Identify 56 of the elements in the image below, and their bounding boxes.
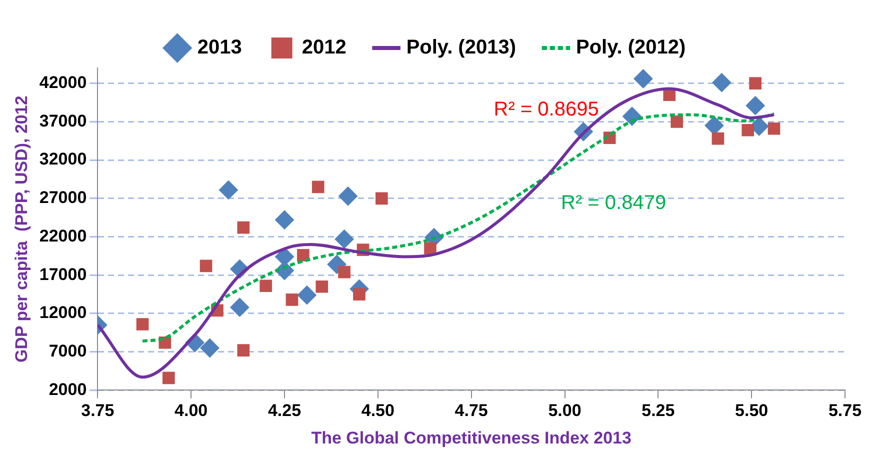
y-axis-title: GDP per capita (PPP, USD), 2012: [12, 96, 31, 362]
y-tick-label: 2000: [48, 380, 87, 399]
point: [237, 344, 250, 356]
x-tick-label: 5.00: [548, 401, 582, 420]
point: [218, 180, 238, 200]
y-tick-label: 7000: [48, 342, 87, 361]
x-tick-label: 5.50: [735, 401, 768, 420]
point: [136, 318, 149, 330]
point: [712, 73, 732, 92]
x-tick-label: 5.25: [642, 401, 675, 420]
point: [312, 180, 324, 194]
x-tick-label: 5.75: [828, 401, 862, 420]
point: [353, 288, 366, 300]
point: [338, 186, 358, 206]
x-tick-label: 4.50: [361, 401, 394, 420]
point: [768, 122, 780, 135]
point: [260, 280, 272, 292]
point: [376, 192, 388, 205]
x-axis-title: The Global Competitiveness Index 2013: [311, 428, 632, 448]
point: [200, 260, 212, 272]
point: [297, 286, 316, 305]
y-tick-label: 37000: [39, 111, 87, 130]
legend-label: 2012: [302, 36, 346, 59]
point: [316, 280, 328, 293]
point: [746, 96, 765, 116]
point: [286, 294, 298, 306]
y-tick-label: 27000: [39, 188, 87, 208]
point: [424, 242, 436, 254]
point: [338, 266, 350, 278]
annotation: R² = 0.8695: [494, 98, 599, 120]
point: [162, 372, 175, 384]
y-tick-label: 32000: [39, 150, 87, 169]
point: [237, 221, 250, 234]
x-tick-label: 4.75: [454, 401, 488, 420]
legend-label: 2013: [197, 36, 242, 59]
annotation: R² = 0.8479: [561, 192, 666, 214]
point: [670, 116, 684, 128]
point: [749, 77, 762, 90]
point: [230, 298, 250, 317]
point: [334, 230, 354, 249]
legend-label: Poly. (2013): [406, 36, 516, 59]
line-series: [98, 87, 776, 379]
point: [200, 338, 220, 358]
x-tick-label: 4.00: [174, 401, 208, 420]
legend-label: Poly. (2012): [576, 36, 686, 59]
x-tick-label: 4.25: [268, 401, 302, 420]
y-tick-label: 12000: [39, 303, 87, 322]
point: [297, 249, 310, 262]
x-tick-label: 3.75: [81, 401, 114, 420]
point: [634, 69, 653, 88]
point: [742, 124, 754, 136]
y-tick-label: 17000: [39, 264, 87, 284]
point: [275, 210, 294, 230]
y-tick-label: 22000: [39, 226, 87, 246]
y-tick-label: 42000: [39, 73, 87, 92]
point: [712, 132, 724, 145]
